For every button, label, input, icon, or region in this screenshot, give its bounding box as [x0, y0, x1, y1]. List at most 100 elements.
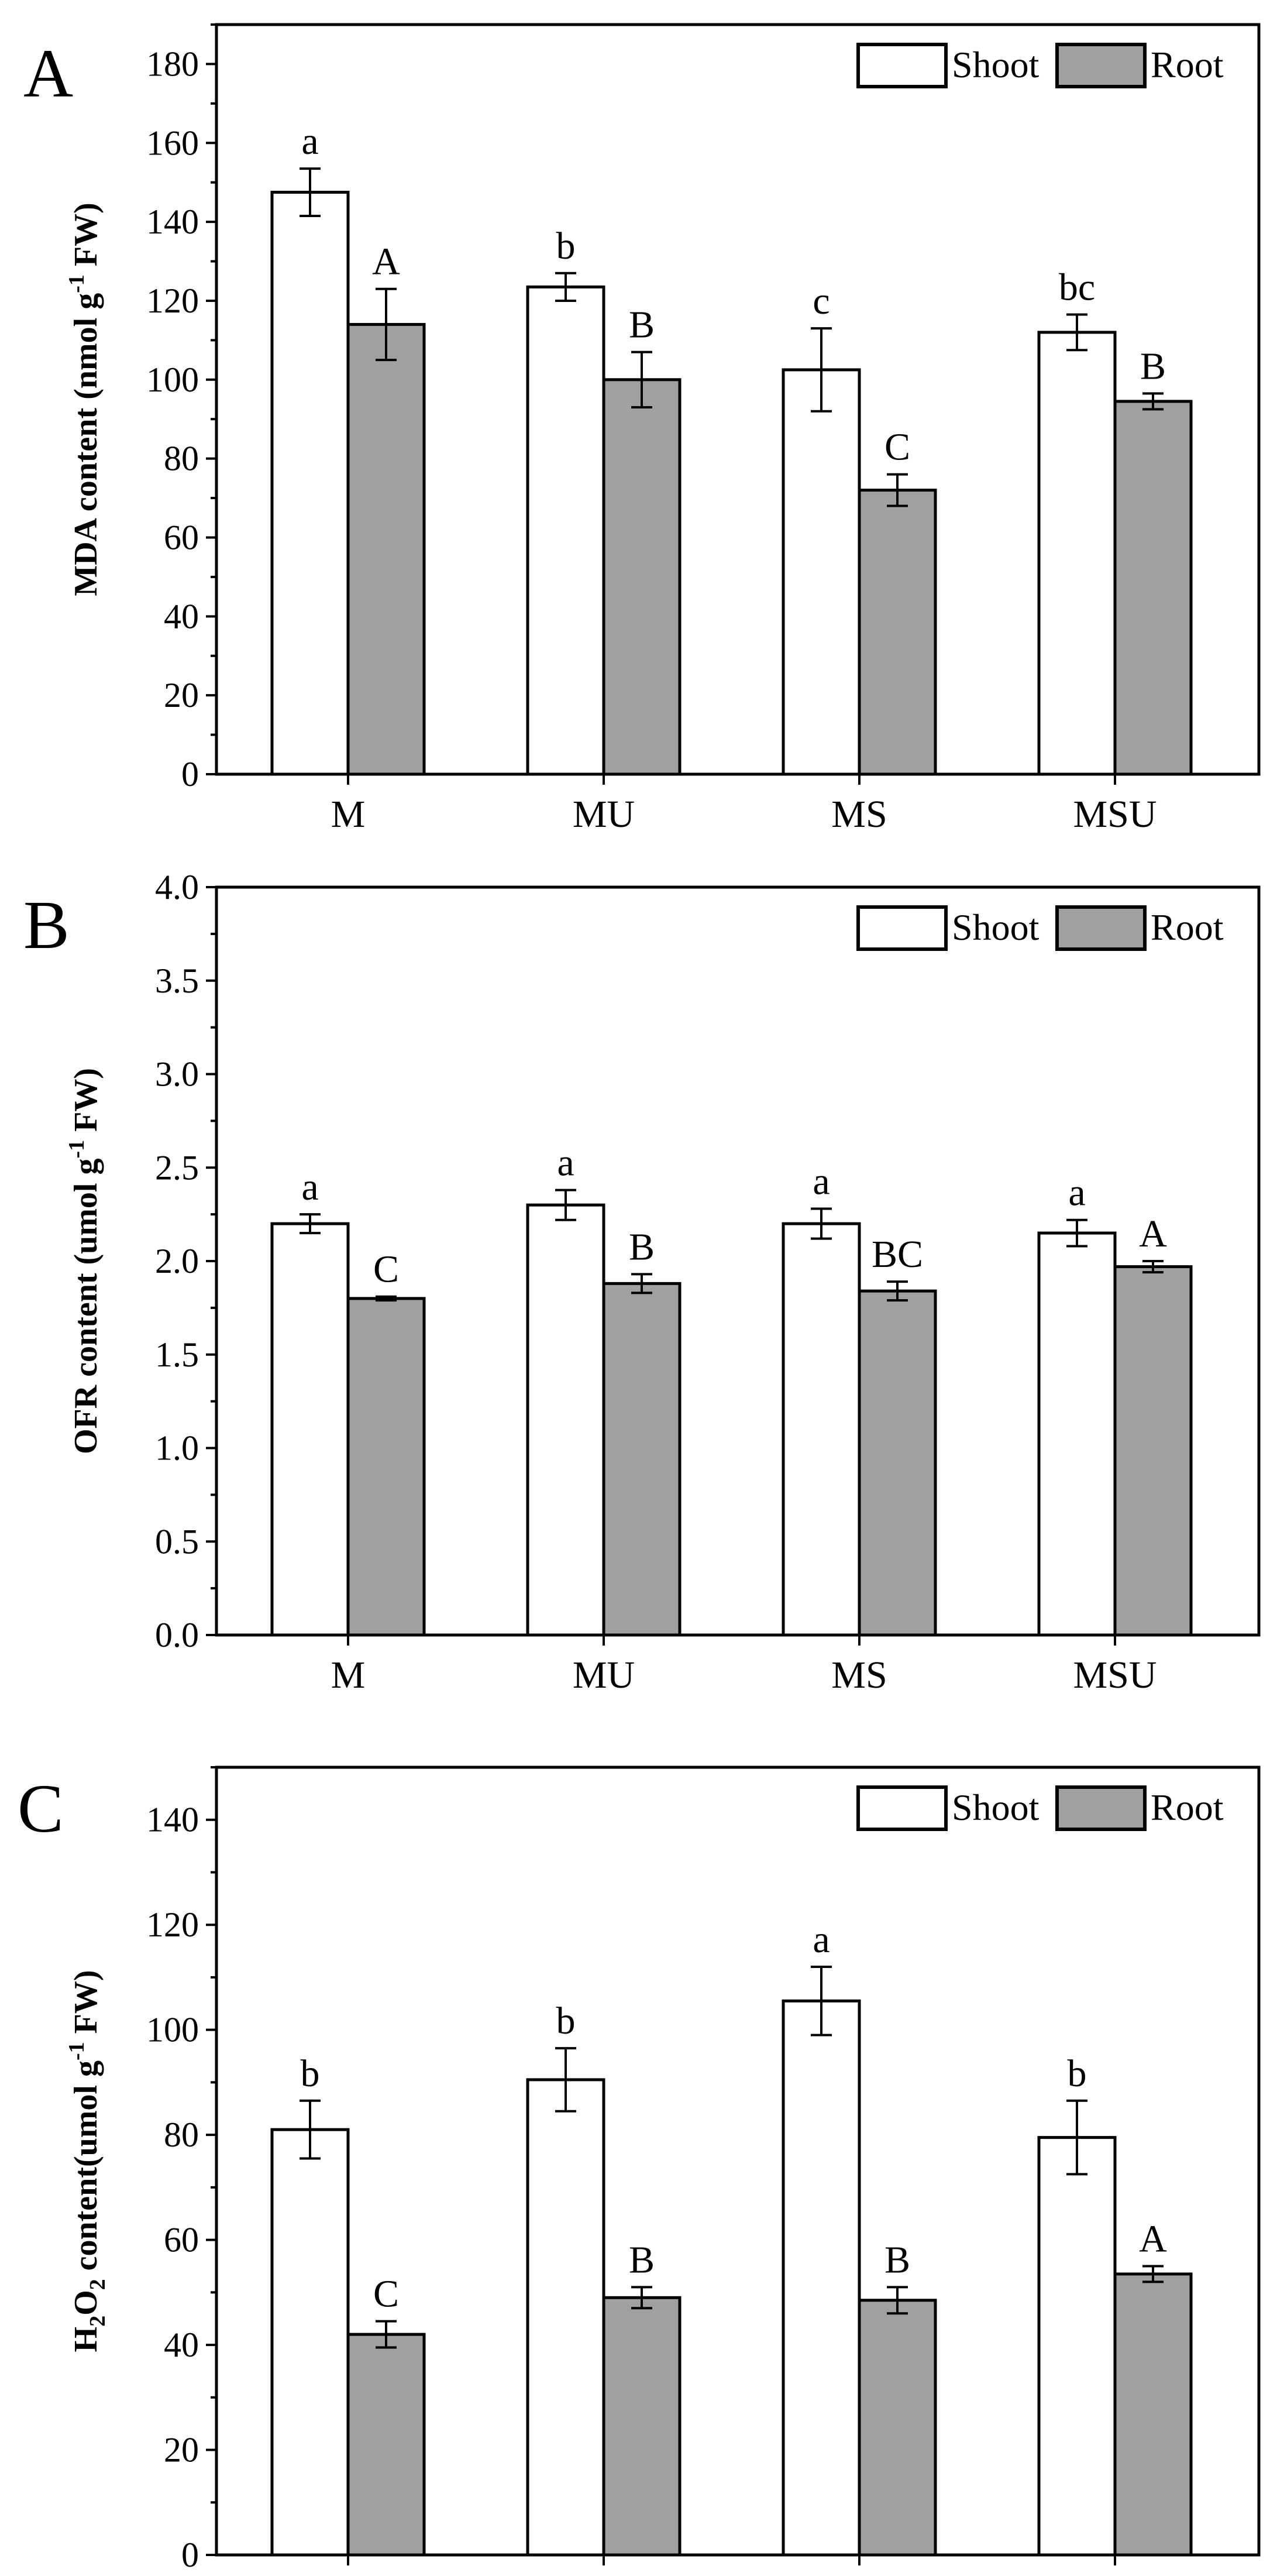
y-tick-label: 80 — [164, 2115, 199, 2154]
y-axis-label: MDA content (nmol g-1 FW) — [64, 202, 104, 596]
y-tick-label: 160 — [146, 123, 199, 162]
bar-shoot-ms — [782, 1999, 861, 2557]
significance-label: A — [372, 241, 400, 283]
significance-label: A — [1139, 1213, 1167, 1255]
chart-panel-a: A MDA content (nmol g-1 FW) 0 20 40 60 80 100 12… — [23, 23, 1261, 836]
y-tick-label: 100 — [146, 2011, 199, 2049]
legend-label-root: Root — [1151, 44, 1224, 85]
bar-shoot-m — [270, 1222, 350, 1637]
significance-label: a — [301, 1166, 318, 1208]
y-tick-label: 80 — [164, 439, 199, 478]
significance-label: A — [1139, 2217, 1167, 2260]
legend-swatch-shoot — [856, 1785, 948, 1831]
y-tick-label: 3.5 — [155, 961, 199, 1000]
panel-letter: C — [18, 1770, 64, 1847]
x-tick-label: M — [331, 2574, 366, 2576]
y-axis-label: OFR content (umol g-1 FW) — [64, 1068, 104, 1454]
panel-letter: A — [23, 35, 73, 112]
plot-frame — [215, 1766, 1261, 2557]
significance-label: c — [813, 280, 830, 322]
y-tick-label: 120 — [146, 1905, 199, 1944]
bar-root-ms — [858, 2299, 937, 2557]
bar-shoot-mu — [526, 285, 605, 776]
bar-root-msu — [1113, 400, 1193, 776]
x-tick-label: MU — [573, 793, 635, 836]
significance-label: C — [884, 426, 910, 469]
legend-swatch-root — [1055, 1785, 1147, 1831]
bar-shoot-mu — [526, 1203, 605, 1637]
significance-label: a — [813, 1160, 830, 1203]
bar-shoot-m — [270, 2128, 350, 2557]
bar-shoot-msu — [1037, 1231, 1117, 1637]
x-tick-label: MS — [831, 793, 887, 836]
significance-label: b — [301, 2052, 320, 2095]
significance-label: B — [1140, 345, 1166, 387]
y-tick-label: 100 — [146, 360, 199, 399]
y-tick-label: 120 — [146, 281, 199, 320]
y-tick-label: 40 — [164, 597, 199, 636]
y-tick-label: 60 — [164, 2221, 199, 2259]
y-tick-label: 140 — [146, 202, 199, 241]
x-tick-label: M — [331, 1654, 366, 1696]
x-tick-label: MS — [831, 1654, 887, 1696]
x-tick-label: MSU — [1073, 1654, 1157, 1696]
significance-label: a — [1068, 1172, 1085, 1214]
x-tick-label: MSU — [1073, 793, 1157, 836]
bar-root-ms — [858, 489, 937, 776]
bar-shoot-ms — [782, 368, 861, 776]
x-tick-label: MS — [831, 2574, 887, 2576]
bar-root-msu — [1113, 1265, 1193, 1637]
significance-label: a — [301, 120, 318, 163]
significance-label: C — [373, 2273, 399, 2316]
legend-swatch-root — [1055, 43, 1147, 88]
bar-shoot-msu — [1037, 331, 1117, 776]
significance-label: b — [556, 225, 576, 267]
y-tick-label: 3.0 — [155, 1055, 199, 1094]
significance-label: B — [629, 1225, 655, 1268]
y-tick-label: 1.0 — [155, 1429, 199, 1468]
bar-root-m — [346, 2333, 426, 2557]
legend-swatch-root — [1055, 905, 1147, 951]
panel-letter: B — [23, 887, 70, 963]
y-tick-label: 4.0 — [155, 868, 199, 906]
y-tick-label: 0 — [181, 2536, 199, 2574]
bar-shoot-msu — [1037, 2136, 1117, 2557]
x-tick-label: M — [331, 793, 366, 836]
x-tick-label: MSU — [1073, 2574, 1157, 2576]
y-axis-label: H2O2 content(umol g-1 FW) — [64, 1970, 110, 2352]
significance-label: bc — [1059, 266, 1095, 309]
bar-root-m — [346, 322, 426, 776]
bar-shoot-mu — [526, 2078, 605, 2557]
significance-label: BC — [872, 1233, 923, 1276]
y-tick-label: 0.0 — [155, 1616, 199, 1654]
x-tick-label: MU — [573, 2574, 635, 2576]
legend-label-shoot: Shoot — [952, 906, 1040, 948]
legend-label-shoot: Shoot — [952, 44, 1040, 85]
legend-label-root: Root — [1151, 1787, 1224, 1828]
chart-panel-b: B OFR content (umol g-1 FW) 0.0 0.5 1.0 1.5 2.… — [23, 868, 1261, 1696]
bar-root-msu — [1113, 2272, 1193, 2557]
plot-frame — [215, 885, 1261, 1637]
bar-root-mu — [602, 1282, 682, 1637]
y-tick-label: 20 — [164, 2431, 199, 2469]
y-tick-label: 1.5 — [155, 1335, 199, 1374]
y-tick-label: 20 — [164, 676, 199, 715]
legend-label-root: Root — [1151, 906, 1224, 948]
x-tick-label: MU — [573, 1654, 635, 1696]
legend-swatch-shoot — [856, 43, 948, 88]
bar-root-mu — [602, 2296, 682, 2557]
y-tick-label: 140 — [146, 1801, 199, 1839]
legend-swatch-shoot — [856, 905, 948, 951]
y-tick-label: 60 — [164, 518, 199, 557]
legend: Shoot Root — [856, 1785, 1224, 1831]
legend: Shoot Root — [856, 905, 1224, 951]
bar-root-mu — [602, 378, 682, 776]
bar-root-ms — [858, 1289, 937, 1637]
significance-label: b — [556, 2000, 576, 2042]
y-tick-label: 0.5 — [155, 1522, 199, 1561]
legend: Shoot Root — [856, 43, 1224, 88]
significance-label: B — [629, 304, 655, 346]
legend-label-shoot: Shoot — [952, 1787, 1040, 1828]
significance-label: b — [1068, 2052, 1087, 2095]
